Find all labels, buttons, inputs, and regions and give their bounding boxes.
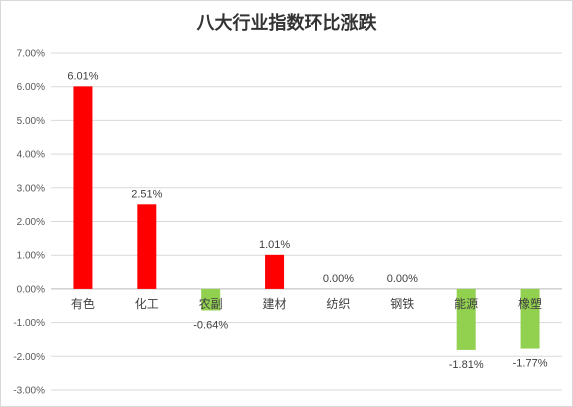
category-label: 有色 xyxy=(71,297,95,311)
y-tick-label: -1.00% xyxy=(13,318,45,329)
y-tick-label: 1.00% xyxy=(17,251,45,262)
y-tick-label: -2.00% xyxy=(13,352,45,363)
bar xyxy=(520,288,540,349)
category-label: 橡塑 xyxy=(518,296,542,311)
bar xyxy=(456,288,476,350)
y-tick-label: -3.00% xyxy=(13,386,45,397)
category-label: 农副 xyxy=(199,297,223,311)
category-label: 能源 xyxy=(454,297,478,311)
bar xyxy=(201,288,221,311)
category-label: 化工 xyxy=(135,297,159,311)
y-tick-label: 3.00% xyxy=(17,183,45,194)
data-label: -1.81% xyxy=(449,359,484,371)
data-label: 0.00% xyxy=(387,273,418,285)
bar xyxy=(265,254,285,289)
data-label: -1.77% xyxy=(513,358,548,370)
y-tick-label: 7.00% xyxy=(17,49,45,60)
data-label: 0.00% xyxy=(323,273,354,285)
data-label: -0.64% xyxy=(193,319,228,331)
data-label: 1.01% xyxy=(259,239,290,251)
category-label: 纺织 xyxy=(326,297,350,311)
y-tick-label: 2.00% xyxy=(17,217,45,228)
data-label: 6.01% xyxy=(67,70,98,82)
y-tick-label: 0.00% xyxy=(17,284,45,295)
category-label: 钢铁 xyxy=(390,297,414,311)
bar xyxy=(73,86,93,289)
y-tick-label: 5.00% xyxy=(17,116,45,127)
y-tick-label: 6.00% xyxy=(17,82,45,93)
data-label: 2.51% xyxy=(131,188,162,200)
y-tick-label: 4.00% xyxy=(17,150,45,161)
category-label: 建材 xyxy=(263,297,287,311)
chart-title: 八大行业指数环比涨跌 xyxy=(196,13,377,34)
bar xyxy=(137,204,157,289)
